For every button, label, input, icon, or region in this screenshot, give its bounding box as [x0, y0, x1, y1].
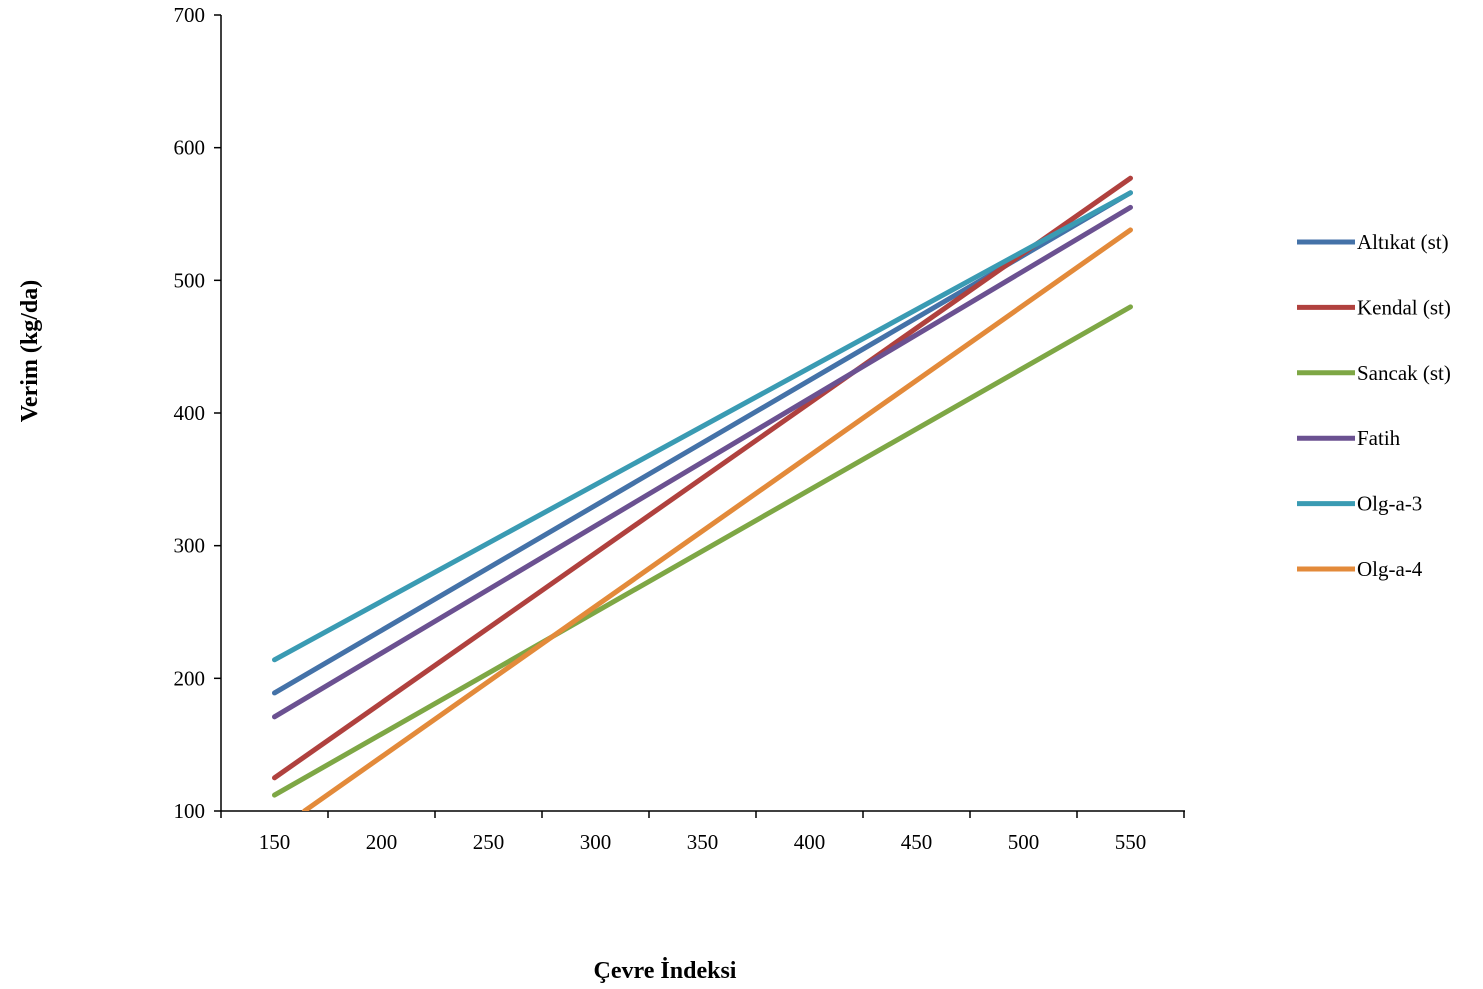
x-axis-title: Çevre İndeksi [594, 958, 737, 984]
y-tick-label: 400 [174, 401, 206, 425]
x-tick-label: 500 [1008, 830, 1040, 854]
y-tick-label: 300 [174, 534, 206, 558]
series-line-2 [272, 304, 1133, 798]
y-axis-title: Verim (kg/da) [17, 280, 43, 422]
x-tick-label: 400 [794, 830, 826, 854]
legend-label: Olg-a-3 [1357, 492, 1422, 516]
y-tick-label: 500 [174, 268, 206, 292]
legend: Altıkat (st) Kendal (st) Sancak (st) Fatih O… [1297, 230, 1451, 581]
x-tick-label: 450 [901, 830, 933, 854]
x-tick-label: 350 [687, 830, 719, 854]
legend-label: Altıkat (st) [1357, 230, 1449, 254]
y-axis-ticks: 100 200 300 400 500 600 700 [174, 3, 221, 823]
legend-label: Kendal (st) [1357, 295, 1451, 319]
x-tick-label: 200 [366, 830, 398, 854]
legend-label: Fatih [1357, 426, 1401, 450]
series-line-1 [272, 175, 1133, 781]
x-tick-label: 250 [473, 830, 505, 854]
series-line-4 [272, 190, 1133, 663]
series-lines [272, 175, 1133, 811]
x-tick-label: 550 [1115, 830, 1147, 854]
series-line-5 [301, 227, 1133, 811]
series-line-3 [272, 204, 1133, 720]
x-tick-label: 150 [259, 830, 291, 854]
y-tick-label: 700 [174, 3, 206, 27]
x-axis-ticks: 150 200 250 300 350 400 450 500 550 [220, 811, 1185, 854]
y-tick-label: 200 [174, 666, 206, 690]
legend-label: Olg-a-4 [1357, 557, 1423, 581]
y-tick-label: 600 [174, 136, 206, 160]
y-tick-label: 100 [174, 799, 206, 823]
x-tick-label: 300 [580, 830, 612, 854]
legend-label: Sancak (st) [1357, 361, 1451, 385]
